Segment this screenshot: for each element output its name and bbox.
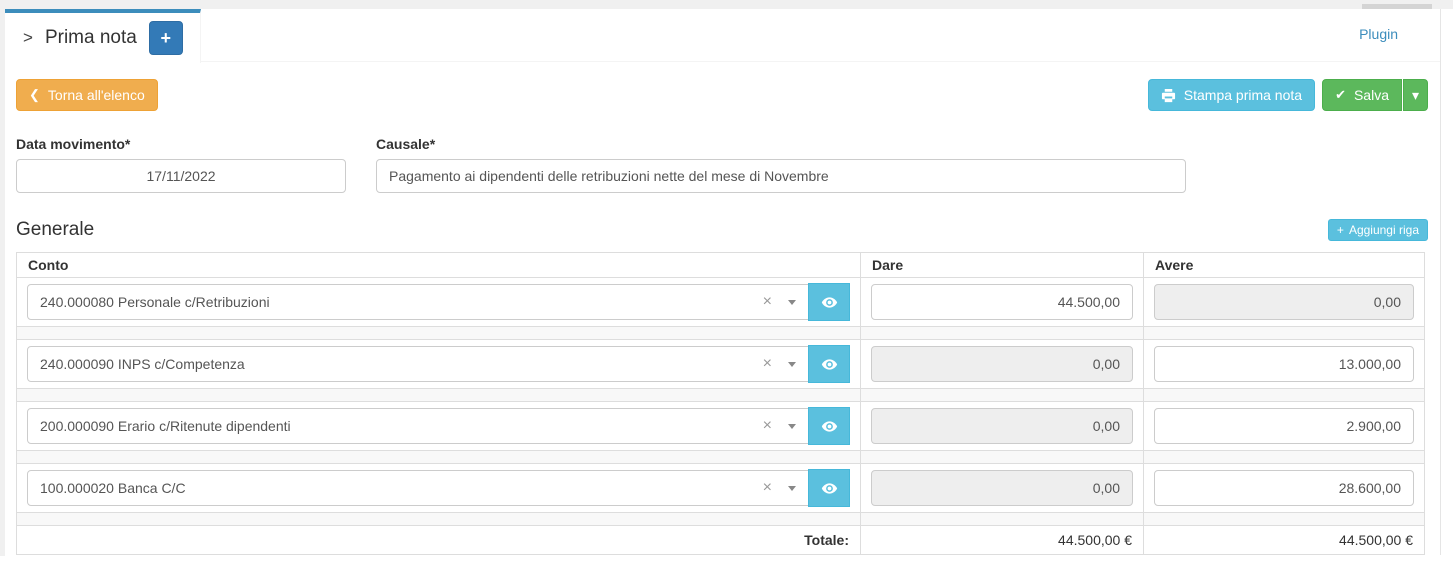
caret-down-icon: ▾ bbox=[1411, 86, 1420, 103]
plus-icon: + bbox=[160, 27, 172, 48]
table-row: 200.000090 Erario c/Ritenute dipendenti … bbox=[16, 401, 1425, 451]
view-account-button[interactable] bbox=[808, 283, 850, 321]
prima-nota-card: > Prima nota + Plugin ❮ Torna all'elenco… bbox=[5, 9, 1441, 555]
clear-selection-icon[interactable]: × bbox=[762, 479, 772, 496]
header-conto: Conto bbox=[16, 252, 861, 278]
spacer-row bbox=[16, 512, 1425, 526]
totale-dare: 44.500,00 € bbox=[860, 525, 1144, 555]
avere-input[interactable] bbox=[1154, 470, 1414, 506]
field-causale: Causale* bbox=[376, 136, 1186, 193]
avere-input[interactable] bbox=[1154, 408, 1414, 444]
plugin-tab-indicator bbox=[1362, 4, 1432, 12]
data-movimento-input[interactable] bbox=[16, 159, 346, 193]
table-row: 100.000020 Banca C/C × bbox=[16, 463, 1425, 513]
conto-select[interactable]: 240.000080 Personale c/Retribuzioni × bbox=[27, 284, 809, 320]
table-header-row: Conto Dare Avere bbox=[16, 252, 1425, 278]
select-caret-icon[interactable] bbox=[788, 299, 796, 305]
eye-icon bbox=[821, 420, 837, 432]
back-to-list-button[interactable]: ❮ Torna all'elenco bbox=[16, 79, 158, 111]
conto-select[interactable]: 200.000090 Erario c/Ritenute dipendenti … bbox=[27, 408, 809, 444]
dare-input bbox=[871, 470, 1133, 506]
save-button-group: ✔ Salva ▾ bbox=[1322, 79, 1428, 111]
save-label: Salva bbox=[1353, 87, 1389, 103]
header-avere: Avere bbox=[1143, 252, 1425, 278]
content-area: ❮ Torna all'elenco Stampa prima nota ✔ S… bbox=[5, 62, 1440, 555]
check-icon: ✔ bbox=[1335, 87, 1346, 102]
conto-select[interactable]: 100.000020 Banca C/C × bbox=[27, 470, 809, 506]
clear-selection-icon[interactable]: × bbox=[762, 417, 772, 434]
select-caret-icon[interactable] bbox=[788, 485, 796, 491]
spacer-row bbox=[16, 388, 1425, 402]
conto-select[interactable]: 240.000090 INPS c/Competenza × bbox=[27, 346, 809, 382]
dare-input bbox=[871, 346, 1133, 382]
conto-value: 100.000020 Banca C/C bbox=[40, 480, 186, 496]
page-title: Prima nota bbox=[44, 27, 137, 48]
generale-title: Generale bbox=[16, 219, 95, 240]
view-account-button[interactable] bbox=[808, 407, 850, 445]
journal-lines-table: Conto Dare Avere 240.000080 Personale c/… bbox=[16, 252, 1425, 555]
spacer-row bbox=[16, 326, 1425, 340]
table-row: 240.000090 INPS c/Competenza × bbox=[16, 339, 1425, 389]
add-row-label: Aggiungi riga bbox=[1348, 223, 1419, 237]
dare-input[interactable] bbox=[871, 284, 1133, 320]
table-row: 240.000080 Personale c/Retribuzioni × bbox=[16, 277, 1425, 327]
select-caret-icon[interactable] bbox=[788, 423, 796, 429]
avere-input bbox=[1154, 284, 1414, 320]
totale-label: Totale: bbox=[16, 525, 861, 555]
back-to-list-label: Torna all'elenco bbox=[47, 87, 145, 103]
plugin-link[interactable]: Plugin bbox=[1359, 26, 1398, 42]
spacer-row bbox=[16, 450, 1425, 464]
eye-icon bbox=[821, 482, 837, 494]
add-row-button[interactable]: + Aggiungi riga bbox=[1327, 219, 1428, 241]
tab-prima-nota[interactable]: > Prima nota + bbox=[5, 9, 201, 63]
form-fields: Data movimento* Causale* bbox=[16, 136, 1428, 193]
data-movimento-label: Data movimento* bbox=[16, 136, 131, 152]
dare-input bbox=[871, 408, 1133, 444]
field-data-movimento: Data movimento* bbox=[16, 136, 346, 193]
totals-row: Totale: 44.500,00 € 44.500,00 € bbox=[16, 525, 1425, 555]
tab-bar: > Prima nota + Plugin bbox=[5, 9, 1440, 63]
header-dare: Dare bbox=[860, 252, 1144, 278]
page-left-margin bbox=[0, 0, 5, 556]
add-record-button[interactable]: + bbox=[148, 21, 183, 55]
chevron-left-icon: ❮ bbox=[29, 87, 40, 102]
printer-icon bbox=[1161, 88, 1175, 102]
clear-selection-icon[interactable]: × bbox=[762, 293, 772, 310]
plus-icon: + bbox=[1336, 223, 1344, 237]
conto-value: 200.000090 Erario c/Ritenute dipendenti bbox=[40, 418, 291, 434]
generale-section-header: Generale + Aggiungi riga bbox=[16, 219, 1428, 241]
page-top-margin bbox=[0, 0, 1453, 12]
eye-icon bbox=[821, 296, 837, 308]
conto-value: 240.000080 Personale c/Retribuzioni bbox=[40, 294, 270, 310]
save-button[interactable]: ✔ Salva bbox=[1322, 79, 1402, 111]
print-prima-nota-button[interactable]: Stampa prima nota bbox=[1147, 79, 1316, 111]
view-account-button[interactable] bbox=[808, 345, 850, 383]
breadcrumb-chevron-icon: > bbox=[23, 28, 33, 47]
save-dropdown-toggle[interactable]: ▾ bbox=[1403, 79, 1428, 111]
avere-input[interactable] bbox=[1154, 346, 1414, 382]
clear-selection-icon[interactable]: × bbox=[762, 355, 772, 372]
select-caret-icon[interactable] bbox=[788, 361, 796, 367]
causale-input[interactable] bbox=[376, 159, 1186, 193]
print-label: Stampa prima nota bbox=[1183, 87, 1303, 103]
view-account-button[interactable] bbox=[808, 469, 850, 507]
totale-avere: 44.500,00 € bbox=[1143, 525, 1425, 555]
toolbar: ❮ Torna all'elenco Stampa prima nota ✔ S… bbox=[16, 79, 1428, 111]
eye-icon bbox=[821, 358, 837, 370]
causale-label: Causale* bbox=[376, 136, 436, 152]
conto-value: 240.000090 INPS c/Competenza bbox=[40, 356, 245, 372]
